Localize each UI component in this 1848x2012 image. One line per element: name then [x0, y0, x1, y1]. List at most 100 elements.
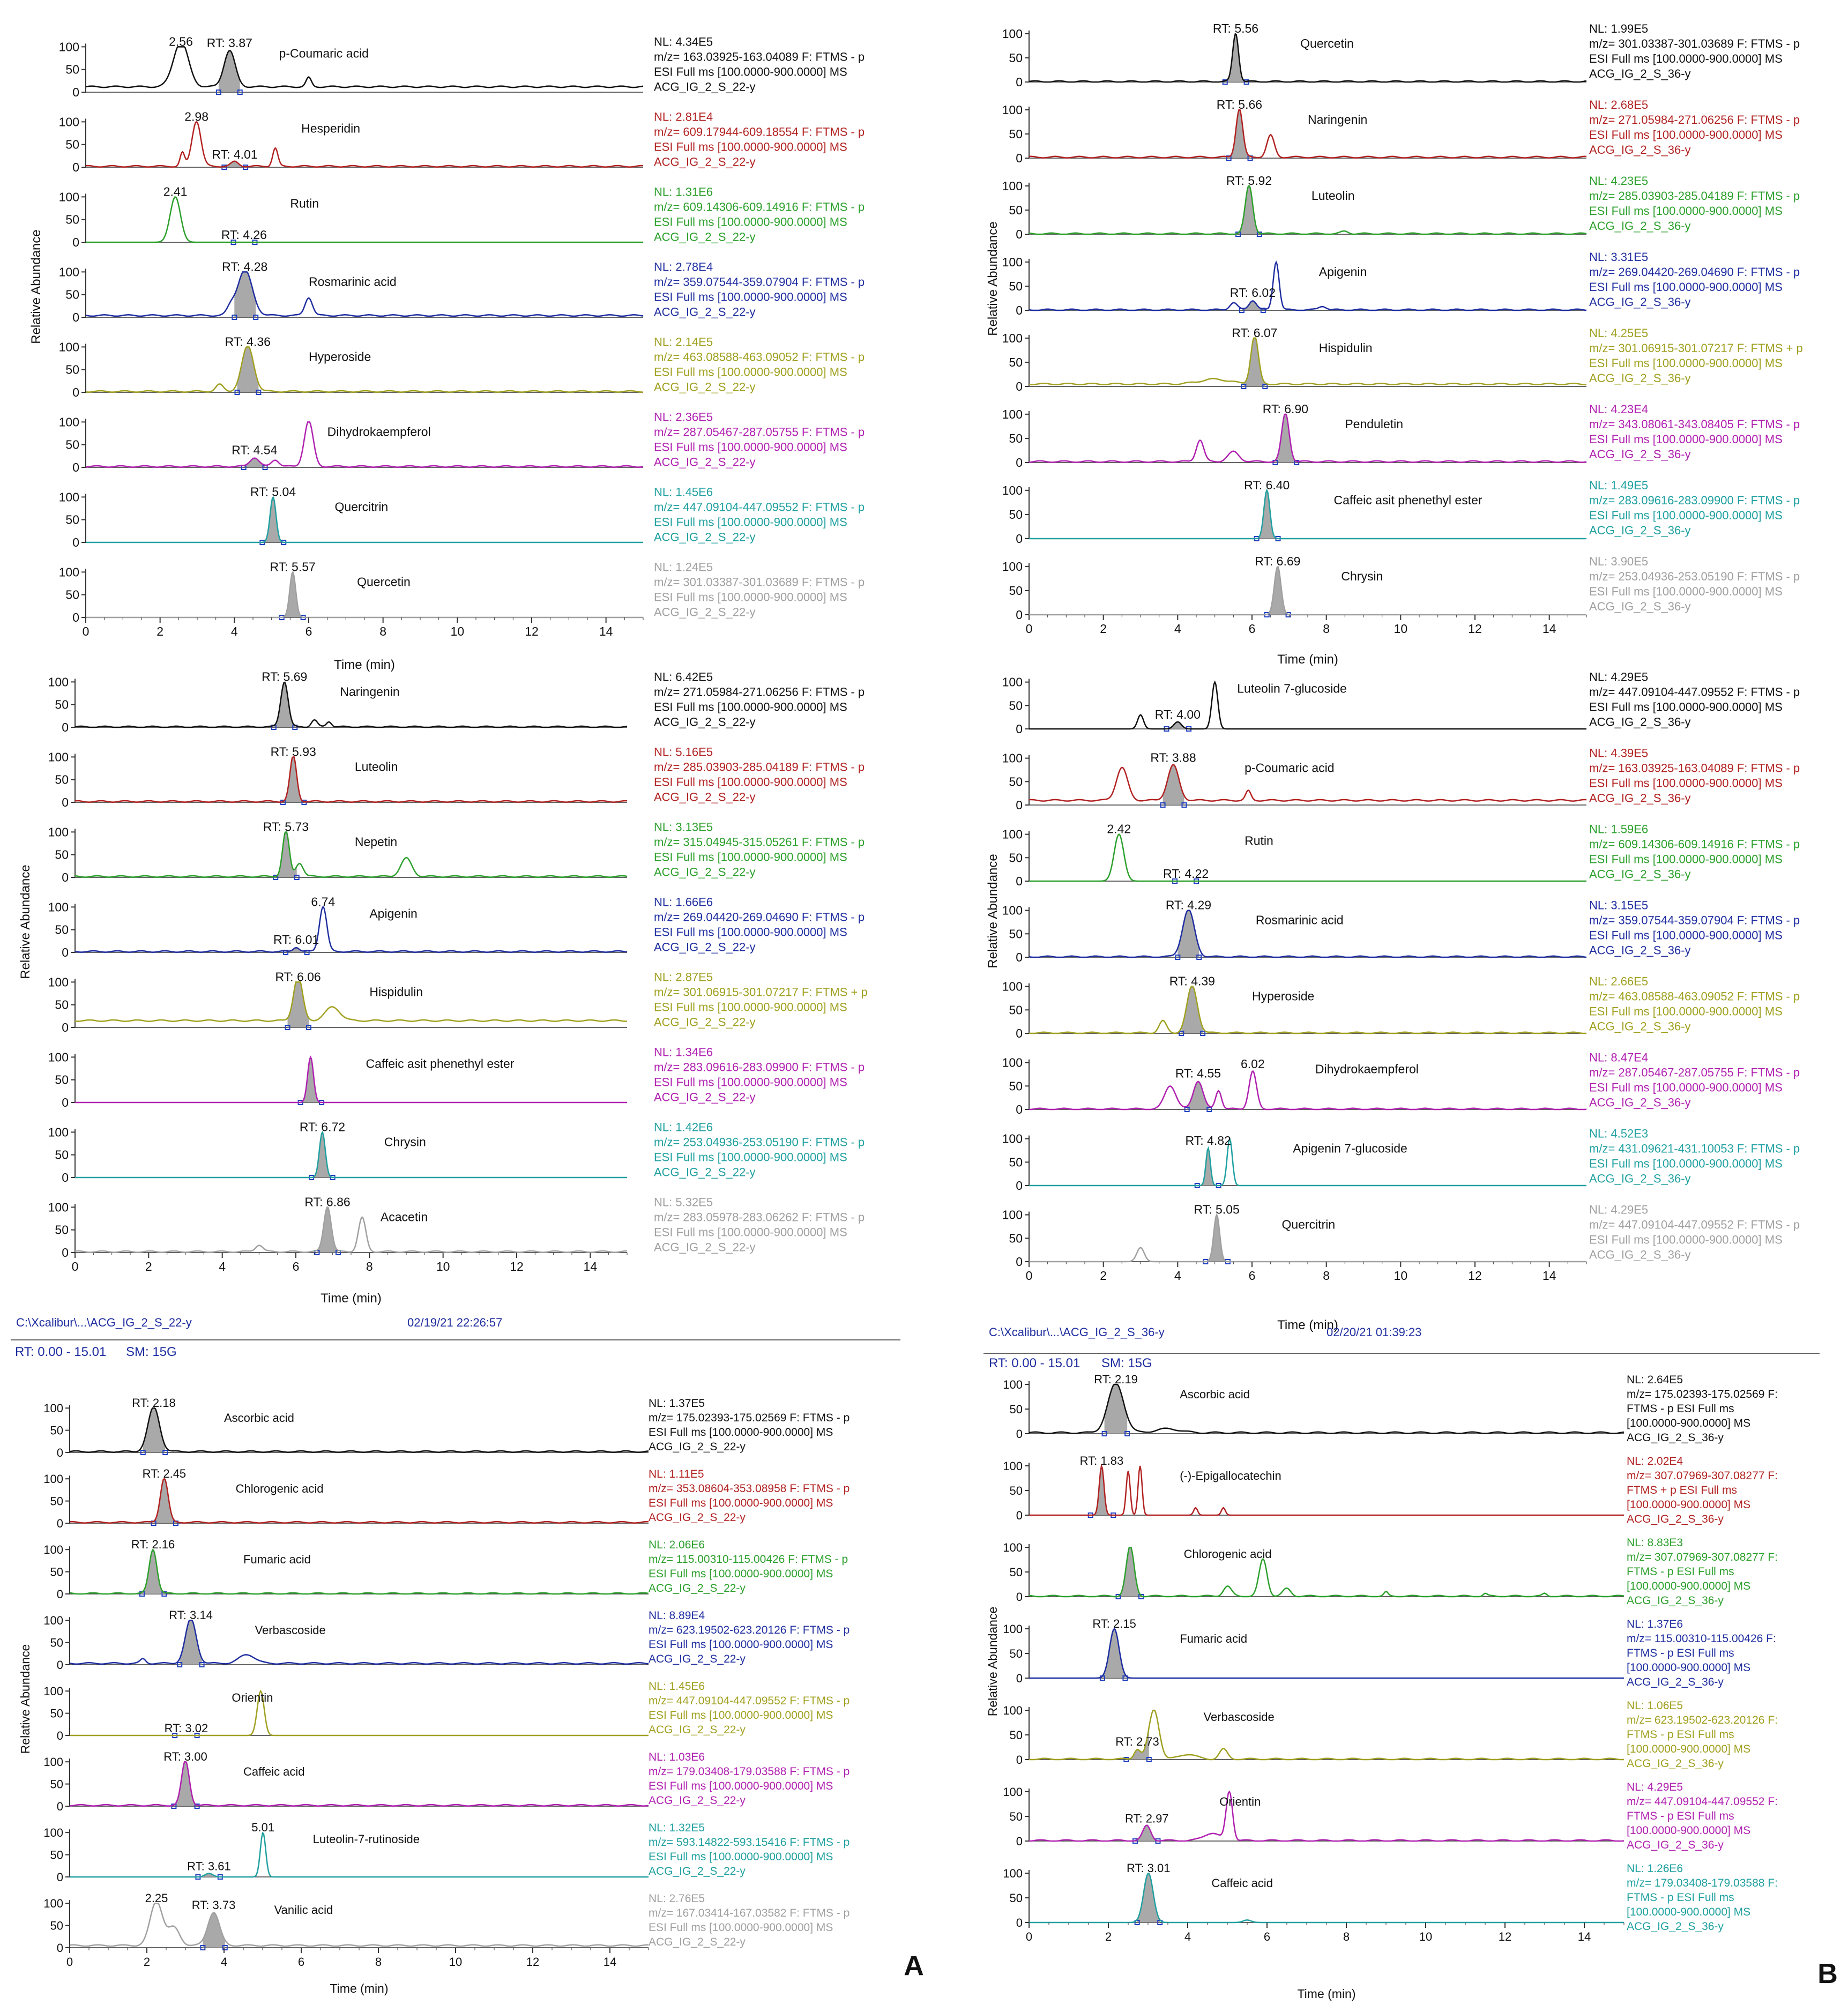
scan-info-text: m/z= 353.08604-353.08958 F: FTMS - p — [649, 1482, 850, 1495]
y-tick-label: 50 — [1009, 1155, 1023, 1169]
y-tick-label: 100 — [48, 825, 69, 839]
x-axis-title: Time (min) — [334, 658, 395, 672]
scan-info-text: ACG_IG_2_S_22-y — [649, 1653, 746, 1665]
x-tick-label: 4 — [1174, 1269, 1181, 1283]
x-tick-label: 8 — [379, 624, 386, 638]
y-tick-label: 0 — [57, 1941, 63, 1955]
x-tick-label: 14 — [603, 1955, 616, 1969]
scan-info-text: NL: 2.76E5 — [649, 1892, 705, 1905]
scan-info-text: ESI Full ms [100.0000-900.0000] MS — [654, 700, 847, 713]
x-tick-label: 10 — [1394, 622, 1408, 636]
scan-info-text: m/z= 285.03903-285.04189 F: FTMS - p — [1589, 189, 1800, 203]
scan-info-text: NL: 1.26E6 — [1627, 1862, 1683, 1875]
scan-info-text: ESI Full ms [100.0000-900.0000] MS — [1589, 701, 1783, 714]
y-tick-label: 0 — [1016, 1753, 1023, 1767]
y-tick-label: 100 — [1003, 1541, 1023, 1554]
compound-name-label: Verbascoside — [255, 1623, 326, 1637]
x-tick-label: 14 — [584, 1260, 598, 1273]
peak-end-marker — [237, 90, 243, 95]
scan-info-text: ESI Full ms [100.0000-900.0000] MS — [1589, 356, 1783, 370]
scan-info-text: ACG_IG_2_S_22-y — [654, 1015, 756, 1029]
scan-info-text: ACG_IG_2_S_22-y — [654, 455, 756, 468]
retention-time-label: RT: 5.93 — [271, 744, 316, 758]
scan-info-text: ACG_IG_2_S_36-y — [1589, 1248, 1691, 1262]
compound-name-label: Fumaric acid — [1180, 1632, 1247, 1645]
trace-A1-4: 100 50 0 RT: 4.28 Rosmarinic acid NL: 2.78E4 m… — [59, 259, 865, 324]
peak-start-marker — [1179, 1031, 1184, 1036]
y-tick-label: 50 — [55, 773, 69, 787]
scan-info-text: NL: 1.37E5 — [649, 1397, 705, 1410]
scan-info-text: ACG_IG_2_S_36-y — [1589, 1020, 1691, 1033]
retention-time-label: RT: 3.01 — [1127, 1861, 1171, 1875]
scan-info-text: ACG_IG_2_S_22-y — [654, 1165, 756, 1179]
peak-end-marker — [162, 1450, 168, 1455]
scan-info-text: ACG_IG_2_S_22-y — [654, 530, 756, 543]
y-tick-label: 100 — [43, 1755, 63, 1769]
y-tick-label: 0 — [1016, 722, 1023, 736]
trace-A2-5: 100 50 0 RT: 6.06 Hispidulin NL: 2.87E5 m/z= 3… — [48, 970, 868, 1034]
scan-info-text: ACG_IG_2_S_22-y — [654, 790, 756, 803]
chromatogram-trace-line — [85, 46, 644, 88]
scan-info-text: NL: 4.29E5 — [1627, 1781, 1683, 1793]
scan-info-text: ACG_IG_2_S_22-y — [649, 1794, 746, 1807]
peak-start-marker — [1184, 1107, 1190, 1112]
scan-info-text: NL: 1.24E5 — [654, 560, 713, 573]
trace-B3-2: 100 50 0 RT: 1.83 (-)-Epigallocatechin NL: 2.… — [1003, 1454, 1778, 1525]
x-tick-label: 0 — [66, 1955, 73, 1969]
y-tick-label: 0 — [62, 1171, 69, 1184]
y-tick-label: 50 — [55, 1073, 69, 1087]
integrated-peak-fill — [1187, 1081, 1210, 1109]
scan-info-text: NL: 4.29E5 — [1589, 1203, 1648, 1217]
retention-time-label: RT: 4.00 — [1155, 707, 1201, 721]
scan-info-text: ACG_IG_2_S_36-y — [1627, 1432, 1724, 1444]
integrated-peak-fill — [287, 982, 309, 1027]
y-tick-label: 0 — [1016, 1672, 1023, 1685]
retention-time-label: RT: 6.90 — [1263, 402, 1308, 416]
compound-name-label: Orientin — [232, 1691, 273, 1704]
compound-name-label: Ascorbic acid — [224, 1411, 294, 1425]
scan-info-text: NL: 4.39E5 — [1589, 747, 1648, 760]
peak-end-marker — [222, 1945, 228, 1950]
scan-info-text: NL: 3.31E5 — [1589, 250, 1648, 264]
integrated-peak-fill — [180, 1620, 202, 1665]
chromatogram-trace-line — [1029, 413, 1587, 463]
integrated-peak-fill — [243, 458, 265, 467]
scan-info-text: NL: 2.81E4 — [654, 110, 713, 123]
scan-info-text: NL: 6.42E5 — [654, 670, 713, 683]
integrated-peak-fill — [1266, 567, 1288, 615]
y-tick-label: 50 — [1010, 1566, 1023, 1579]
chromatogram-trace-line — [1029, 1628, 1624, 1679]
integrated-peak-fill — [311, 1132, 333, 1178]
x-tick-label: 10 — [1419, 1930, 1432, 1943]
integrated-peak-fill — [1178, 910, 1199, 957]
scan-info-text: m/z= 307.07969-307.08277 F: — [1627, 1551, 1778, 1563]
y-tick-label: 100 — [1002, 904, 1023, 918]
x-tick-label: 8 — [375, 1955, 382, 1969]
trace-B1-7: 100 50 0 RT: 6.40 Caffeic asit phenethyl est… — [1002, 478, 1800, 546]
scan-info-text: [100.0000-900.0000] MS — [1627, 1417, 1750, 1429]
y-tick-label: 100 — [59, 565, 79, 579]
compound-name-label: Quercetin — [1300, 36, 1354, 50]
compound-name-label: Hyperoside — [309, 349, 371, 363]
chromatogram-trace-line — [1029, 986, 1586, 1034]
y-tick-label: 100 — [1002, 1132, 1023, 1146]
scan-info-text: m/z= 115.00310-115.00426 F: — [1627, 1633, 1776, 1645]
scan-info-text: ACG_IG_2_S_36-y — [1589, 944, 1691, 957]
compound-name-label: p-Coumaric acid — [1245, 761, 1334, 775]
trace-A2-4: 100 50 0 6.74 RT: 6.01 Apigenin NL: 1.66E6 m/z=… — [48, 895, 865, 959]
scan-info-text: ESI Full ms [100.0000-900.0000] MS — [1589, 204, 1783, 218]
x-tick-label: 4 — [1174, 622, 1181, 636]
compound-name-label: p-Coumaric acid — [279, 46, 369, 60]
trace-B3-4: 100 50 0 RT: 2.15 Fumaric acid NL: 1.37E6 m/z=… — [1003, 1617, 1776, 1688]
scan-info-text: [100.0000-900.0000] MS — [1627, 1661, 1750, 1674]
peak-start-marker — [215, 90, 221, 95]
scan-info-text: NL: 4.25E5 — [1589, 326, 1648, 340]
retention-time-label: RT: 3.61 — [187, 1859, 231, 1873]
compound-name-label: Luteolin-7-rutinoside — [313, 1832, 420, 1846]
scan-info-text: FTMS + p ESI Full ms — [1627, 1484, 1737, 1496]
